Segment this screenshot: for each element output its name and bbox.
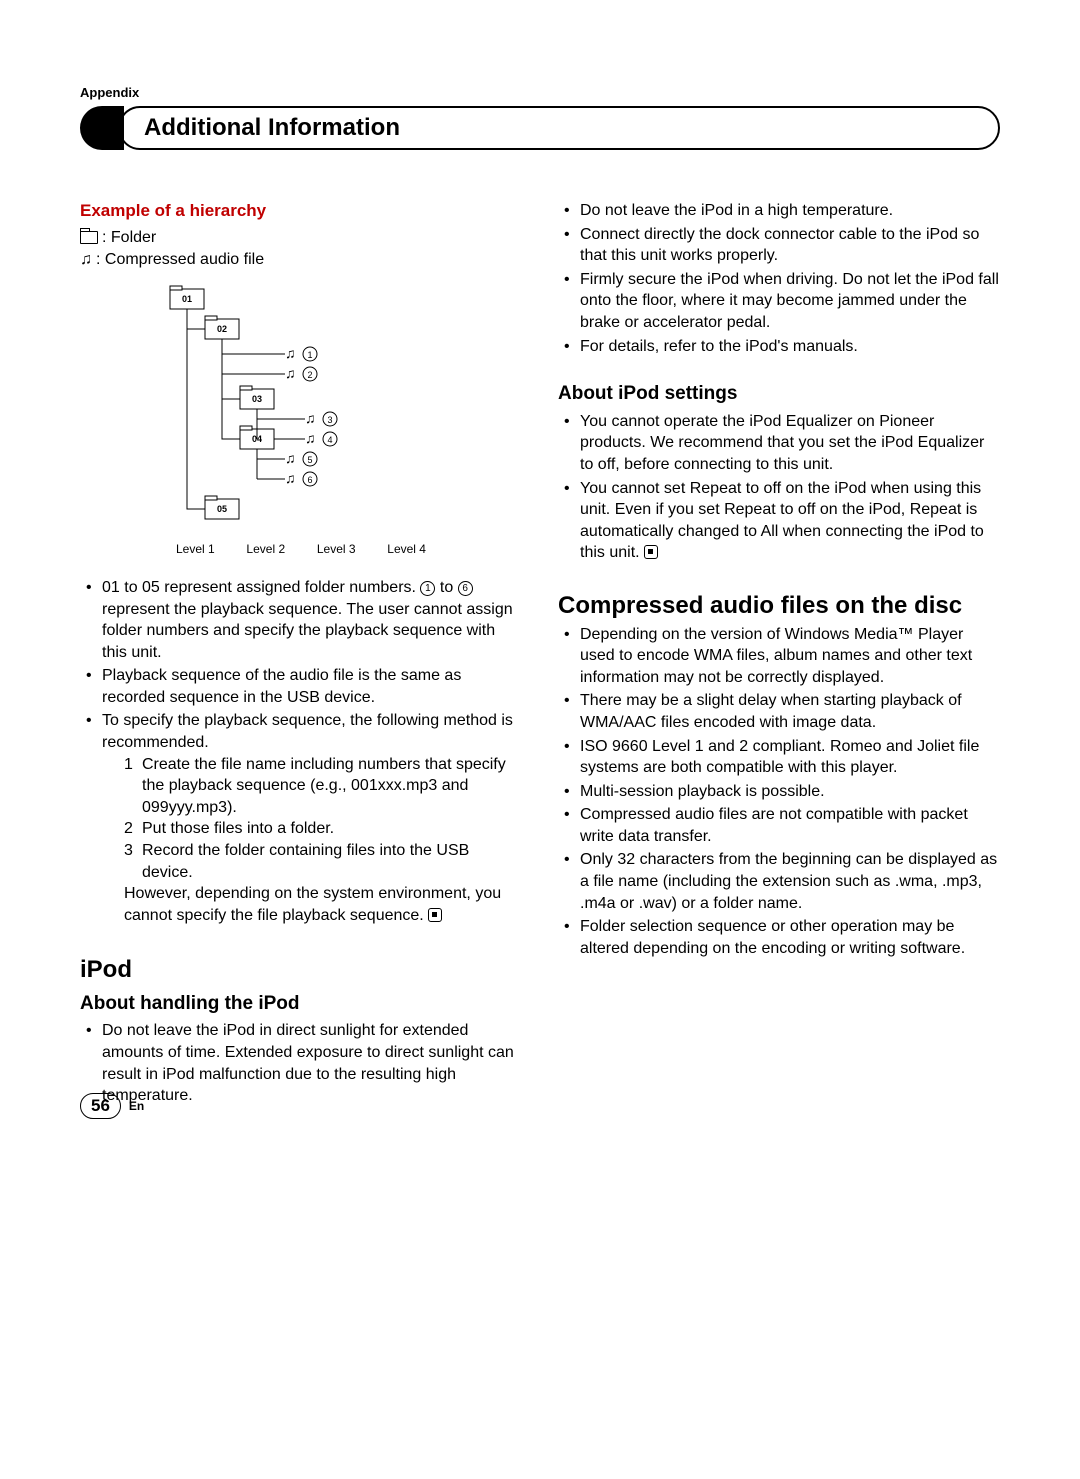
svg-text:03: 03 — [252, 394, 262, 404]
r-b1: Do not leave the iPod in a high temperat… — [558, 200, 1000, 222]
level3: Level 3 — [317, 541, 356, 557]
right-column: Do not leave the iPod in a high temperat… — [558, 200, 1000, 1109]
left-bullet-1: 01 to 05 represent assigned folder numbe… — [80, 577, 522, 663]
title-pill: Additional Information — [118, 106, 1000, 150]
page-title: Additional Information — [144, 114, 400, 142]
legend-folder-text: : Folder — [102, 227, 156, 249]
appendix-label: Appendix — [80, 85, 1000, 100]
method-step-1: Create the file name including numbers t… — [124, 754, 522, 819]
ipod-bullet-1: Do not leave the iPod in direct sunlight… — [80, 1020, 522, 1106]
level2: Level 2 — [246, 541, 285, 557]
header-bar: Additional Information — [80, 106, 1000, 150]
settings-b1: You cannot operate the iPod Equalizer on… — [558, 411, 1000, 476]
c-b4: Multi-session playback is possible. — [558, 781, 1000, 803]
compressed-heading: Compressed audio files on the disc — [558, 592, 1000, 620]
svg-text:1: 1 — [307, 350, 312, 360]
c-b7: Folder selection sequence or other opera… — [558, 916, 1000, 959]
stop-icon — [428, 908, 442, 922]
ipod-handling-heading: About handling the iPod — [80, 991, 522, 1017]
r-b2: Connect directly the dock connector cabl… — [558, 224, 1000, 267]
method-step-2: Put those files into a folder. — [124, 818, 522, 840]
legend-audio-text: : Compressed audio file — [96, 249, 264, 271]
svg-text:♫: ♫ — [305, 430, 316, 446]
svg-text:01: 01 — [182, 294, 192, 304]
page-footer: 56 En — [80, 1093, 144, 1119]
c-b6: Only 32 characters from the beginning ca… — [558, 849, 1000, 914]
c-b2: There may be a slight delay when startin… — [558, 690, 1000, 733]
legend-folder: : Folder — [80, 227, 522, 249]
svg-text:02: 02 — [217, 324, 227, 334]
stop-icon — [644, 545, 658, 559]
svg-text:05: 05 — [217, 504, 227, 514]
svg-text:6: 6 — [307, 475, 312, 485]
hierarchy-diagram: 01 02 03 04 05 — [80, 284, 360, 524]
method-step-3: Record the folder containing files into … — [124, 840, 522, 883]
legend-audio: ♫ : Compressed audio file — [80, 249, 522, 271]
svg-text:5: 5 — [307, 455, 312, 465]
music-icon: ♫ — [80, 249, 92, 271]
svg-text:♫: ♫ — [285, 345, 296, 361]
folder-icon — [80, 231, 98, 244]
svg-text:2: 2 — [307, 370, 312, 380]
r-b3: Firmly secure the iPod when driving. Do … — [558, 269, 1000, 334]
hierarchy-heading: Example of a hierarchy — [80, 200, 522, 223]
c-b3: ISO 9660 Level 1 and 2 compliant. Romeo … — [558, 736, 1000, 779]
settings-b2: You cannot set Repeat to off on the iPod… — [558, 478, 1000, 564]
svg-text:4: 4 — [327, 435, 332, 445]
r-b4: For details, refer to the iPod's manuals… — [558, 336, 1000, 358]
level4: Level 4 — [387, 541, 426, 557]
c-b5: Compressed audio files are not compatibl… — [558, 804, 1000, 847]
left-bullet-2: Playback sequence of the audio file is t… — [80, 665, 522, 708]
page-number: 56 — [80, 1093, 121, 1119]
c-b1: Depending on the version of Windows Medi… — [558, 624, 1000, 689]
left-column: Example of a hierarchy : Folder ♫ : Comp… — [80, 200, 522, 1109]
svg-text:♫: ♫ — [285, 470, 296, 486]
ipod-heading: iPod — [80, 954, 522, 986]
ipod-settings-heading: About iPod settings — [558, 381, 1000, 407]
svg-text:♫: ♫ — [285, 450, 296, 466]
left-bullet-3: To specify the playback sequence, the fo… — [80, 710, 522, 926]
svg-text:♫: ♫ — [285, 365, 296, 381]
level-labels: Level 1 Level 2 Level 3 Level 4 — [176, 541, 426, 557]
page-lang: En — [129, 1099, 144, 1113]
svg-text:♫: ♫ — [305, 410, 316, 426]
svg-text:3: 3 — [327, 415, 332, 425]
level1: Level 1 — [176, 541, 215, 557]
method-note: However, depending on the system environ… — [102, 883, 522, 926]
header-tab — [80, 106, 124, 150]
